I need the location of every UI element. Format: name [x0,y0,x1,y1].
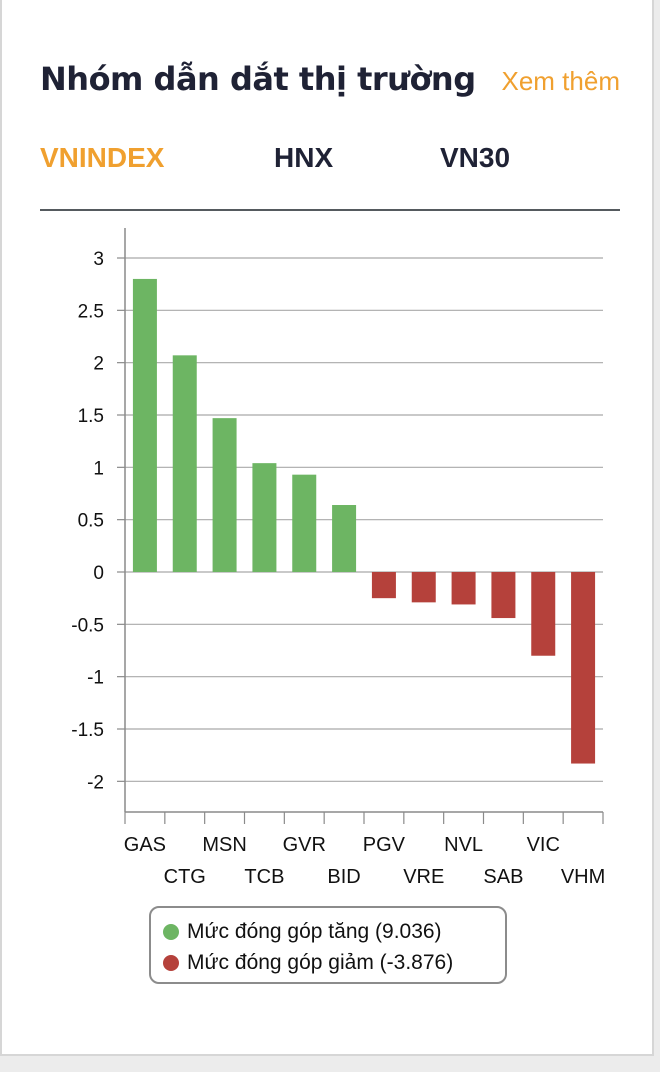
y-tick-label: -1 [87,668,104,689]
index-tabs: VNINDEX HNX VN30 [40,142,620,182]
x-tick-label: CTG [164,866,206,888]
bar-vre [411,572,436,603]
x-tick-label: VRE [403,866,444,888]
y-tick-label: -1.5 [71,720,104,741]
tabs-divider [40,209,620,211]
y-tick-label: 0 [93,563,104,584]
tab-hnx[interactable]: HNX [274,142,334,173]
bar-tcb [252,463,277,572]
bar-msn [212,418,237,572]
y-tick-label: -0.5 [71,615,104,636]
chart-legend: Mức đóng góp tăng (9.036) Mức đóng góp g… [149,906,507,984]
legend-up-marker [163,923,179,940]
bar-ctg [172,355,197,572]
bar-vic [531,572,556,656]
x-tick-label: PGV [363,834,406,856]
x-tick-label: NVL [444,834,483,856]
y-tick-label: -2 [87,772,104,793]
y-tick-label: 1 [93,458,104,479]
bar-bid [332,505,357,572]
legend-down-marker [163,954,179,971]
bar-sab [491,572,516,619]
y-tick-label: 2 [93,354,104,375]
card-title: Nhóm dẫn dắt thị trường [40,60,476,98]
see-more-link[interactable]: Xem thêm [501,66,621,96]
x-tick-label: TCB [244,866,284,888]
bar-gas [132,278,157,572]
tab-vn30[interactable]: VN30 [440,142,511,173]
y-tick-label: 2.5 [78,301,104,322]
x-tick-label: BID [327,866,360,888]
x-tick-label: SAB [483,866,523,888]
market-leaders-card: Nhóm dẫn dắt thị trường Xem thêm VNINDEX… [0,0,654,1056]
bar-pgv [371,572,396,599]
legend-down-label: Mức đóng góp giảm (-3.876) [187,950,454,974]
bar-nvl [451,572,476,605]
card-header: Nhóm dẫn dắt thị trường Xem thêm [40,60,620,104]
bar-gvr [292,474,317,572]
bar-vhm [571,572,596,764]
legend-item-up[interactable]: Mức đóng góp tăng (9.036) [163,916,505,947]
y-tick-label: 0.5 [78,511,104,532]
y-tick-label: 3 [93,249,104,270]
x-tick-label: VIC [527,834,560,856]
x-tick-label: MSN [202,834,246,856]
x-tick-label: GVR [283,834,326,856]
legend-item-down[interactable]: Mức đóng góp giảm (-3.876) [163,947,505,978]
x-tick-label: VHM [561,866,605,888]
contribution-bar-chart: 3 2.5 2 1.5 1 0.5 0 -0.5 -1 -1.5 -2 GAS CTG MSN TCB GVR… [71,228,605,888]
y-tick-label: 1.5 [78,406,104,427]
x-tick-label: GAS [124,834,166,856]
tab-vnindex[interactable]: VNINDEX [40,142,165,173]
legend-up-label: Mức đóng góp tăng (9.036) [187,919,442,943]
